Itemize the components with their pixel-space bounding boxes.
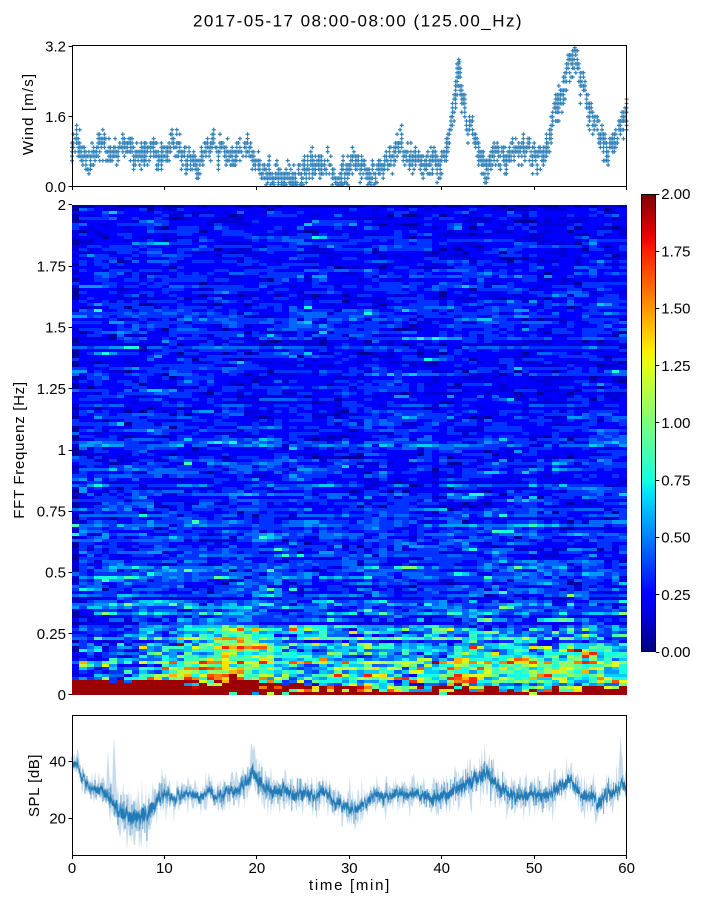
svg-text:40: 40 (49, 754, 66, 771)
svg-text:1: 1 (58, 442, 66, 459)
svg-text:SPL [dB]: SPL [dB] (26, 754, 43, 817)
svg-text:0.25: 0.25 (37, 626, 66, 643)
svg-text:2.00: 2.00 (661, 186, 690, 203)
svg-text:1.25: 1.25 (661, 358, 690, 375)
svg-text:20: 20 (49, 810, 66, 827)
svg-text:0.25: 0.25 (661, 587, 690, 604)
svg-text:0.00: 0.00 (661, 644, 690, 661)
svg-text:FFT Frequenz [Hz]: FFT Frequenz [Hz] (11, 381, 28, 519)
svg-text:0.5: 0.5 (45, 565, 66, 582)
svg-text:1.6: 1.6 (45, 109, 66, 126)
svg-text:time [min]: time [min] (309, 877, 391, 894)
svg-text:10: 10 (156, 860, 173, 877)
svg-text:1.75: 1.75 (37, 258, 66, 275)
svg-text:20: 20 (249, 860, 266, 877)
svg-text:60: 60 (618, 860, 635, 877)
svg-text:0.0: 0.0 (45, 179, 66, 196)
svg-text:1.00: 1.00 (661, 415, 690, 432)
svg-text:40: 40 (433, 860, 450, 877)
svg-text:1.75: 1.75 (661, 243, 690, 260)
svg-text:30: 30 (341, 860, 358, 877)
svg-text:0.75: 0.75 (37, 504, 66, 521)
svg-text:1.50: 1.50 (661, 301, 690, 318)
svg-text:Wind [m/s]: Wind [m/s] (20, 73, 37, 155)
svg-text:0.50: 0.50 (661, 530, 690, 547)
svg-text:3.2: 3.2 (45, 39, 66, 56)
svg-text:0: 0 (68, 860, 76, 877)
svg-text:0: 0 (58, 687, 66, 704)
svg-text:2017-05-17 08:00-08:00 (125.00: 2017-05-17 08:00-08:00 (125.00_Hz) (193, 12, 523, 31)
svg-text:50: 50 (526, 860, 543, 877)
svg-text:0.75: 0.75 (661, 472, 690, 489)
svg-text:1.25: 1.25 (37, 381, 66, 398)
svg-text:2: 2 (58, 197, 66, 214)
svg-text:1.5: 1.5 (45, 320, 66, 337)
